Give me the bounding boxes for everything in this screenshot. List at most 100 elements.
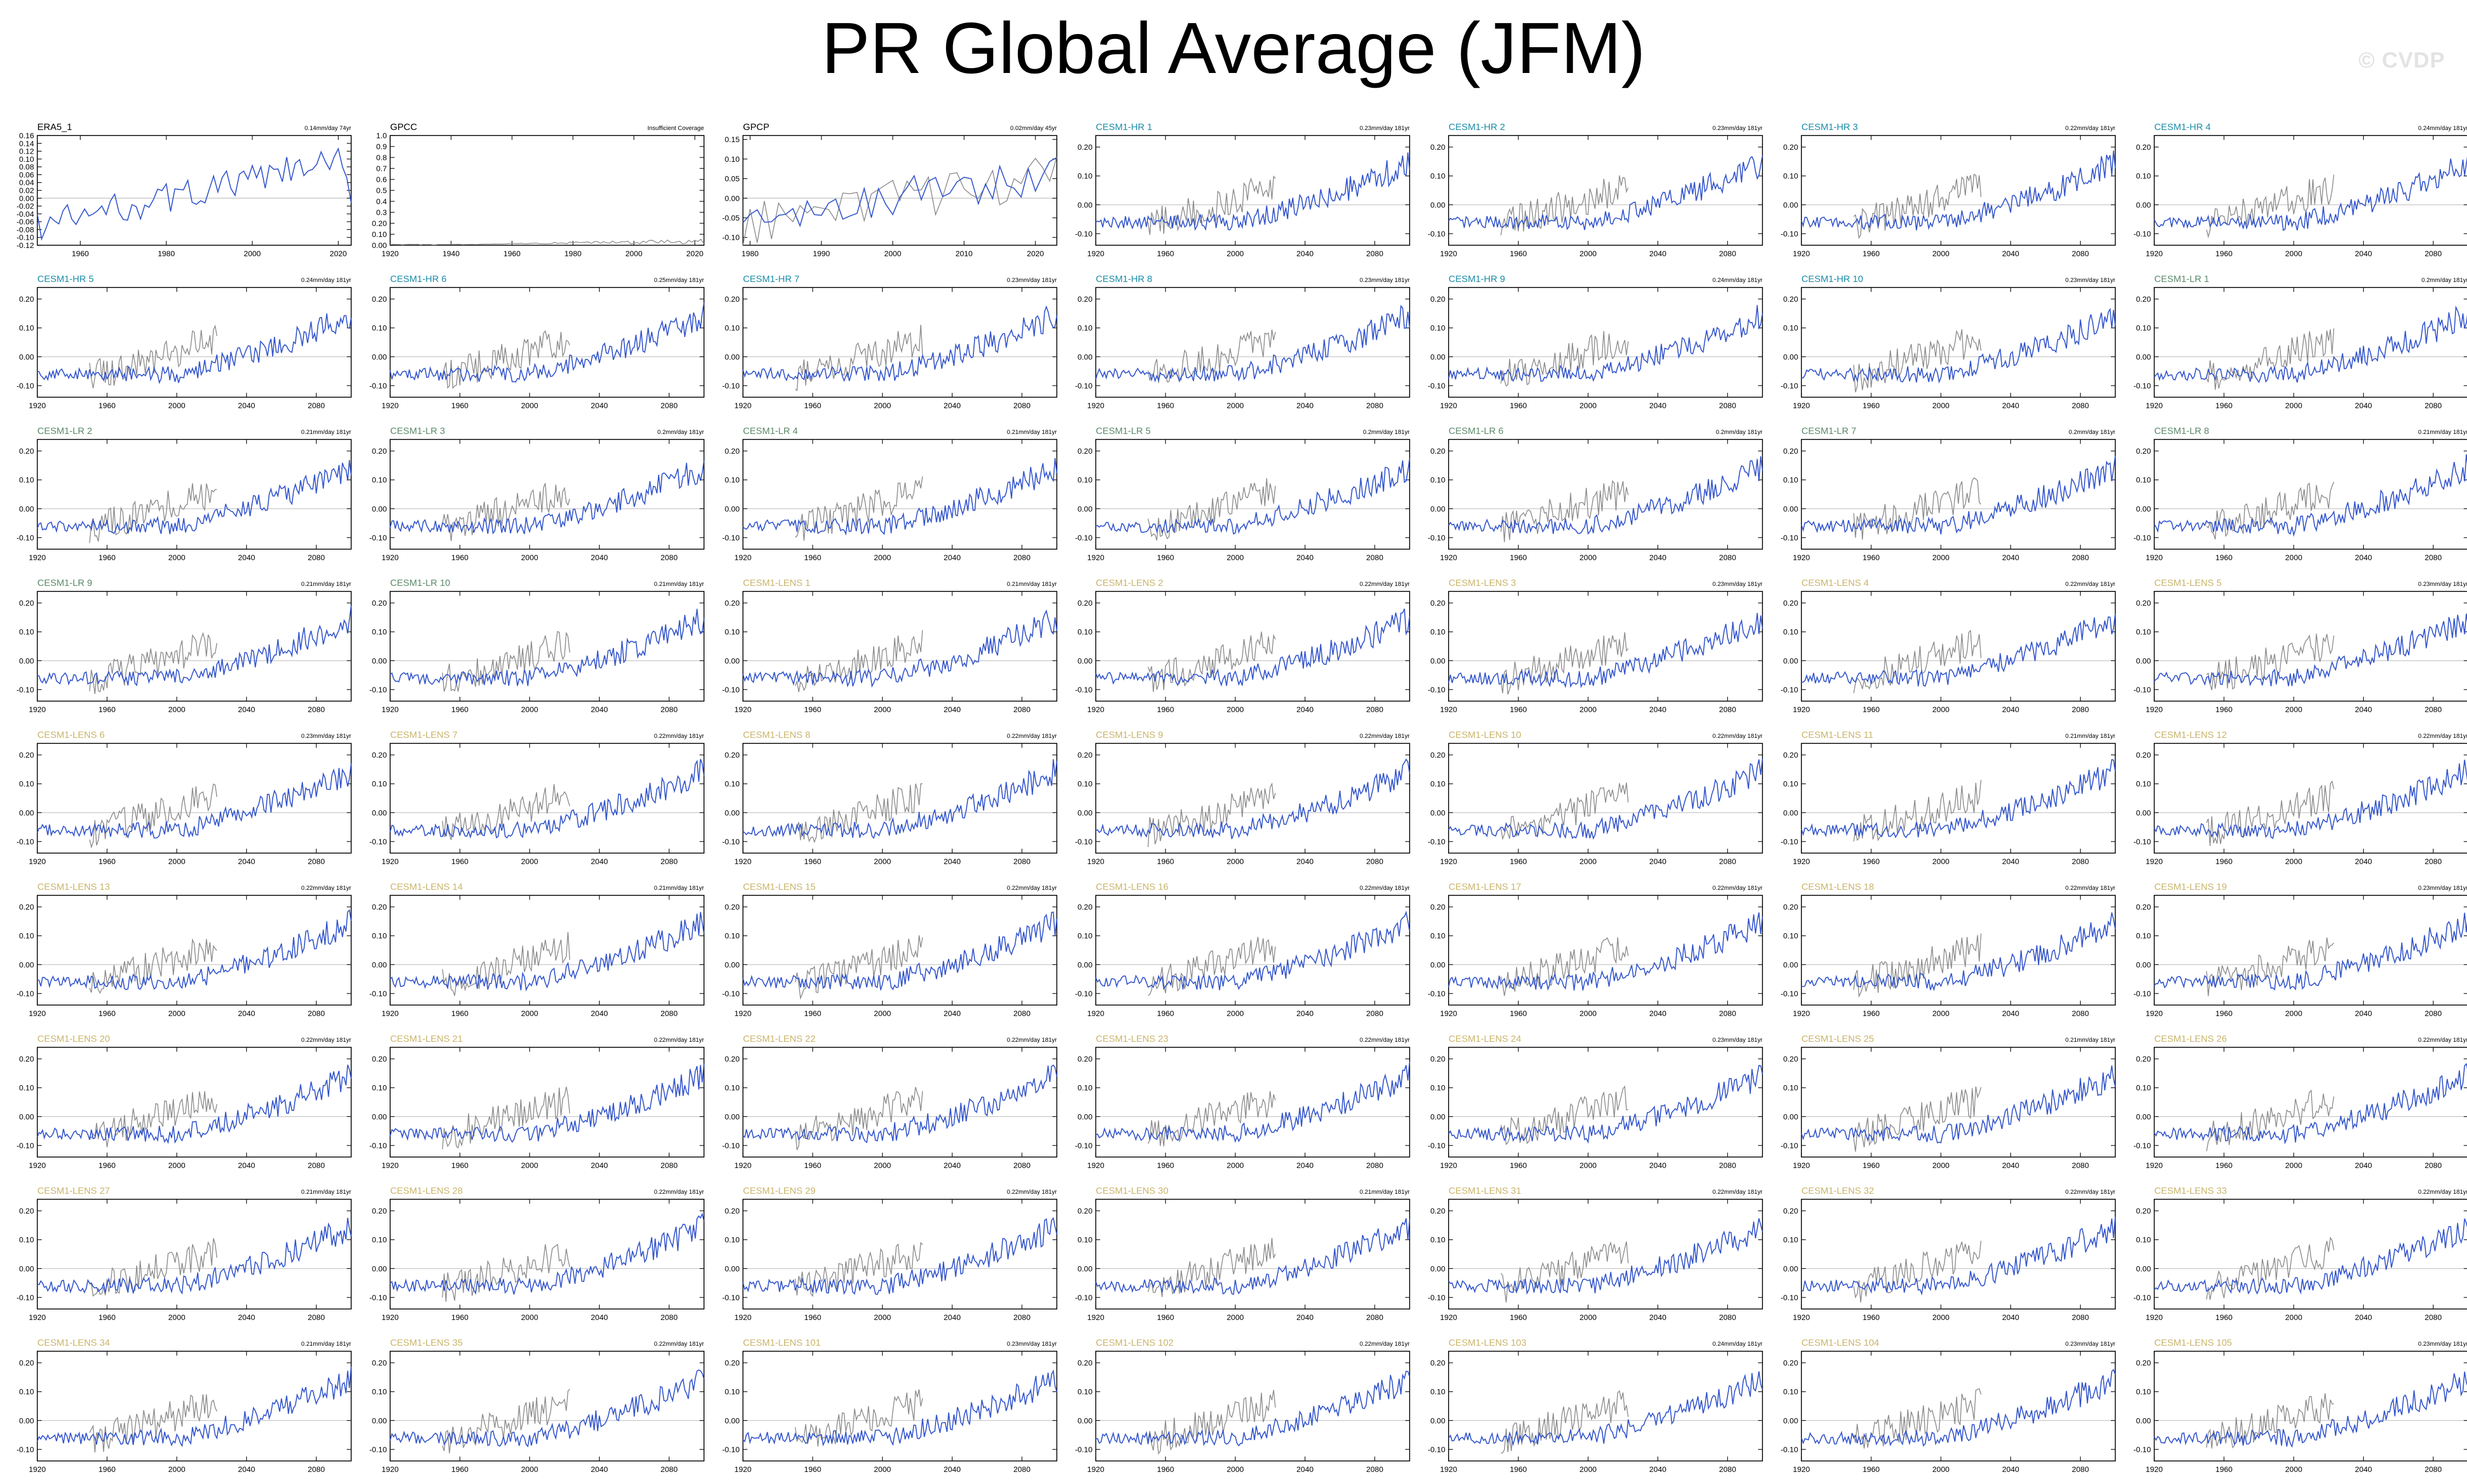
- plot-frame: [2154, 287, 2467, 398]
- x-tick-label: 2000: [874, 401, 891, 410]
- panel-label: ERA5_1: [37, 122, 72, 132]
- series-line-obs-overlay: [89, 483, 217, 543]
- trend-label: 0.23mm/day 181yr: [2065, 277, 2115, 284]
- x-tick-label: 2040: [238, 1313, 255, 1322]
- x-tick-label: 2080: [2072, 553, 2089, 562]
- series-line-obs-overlay: [2206, 780, 2335, 847]
- series-line-model: [2154, 454, 2467, 537]
- series-line-model: [2154, 156, 2467, 232]
- y-tick-label: 0.20: [1430, 295, 1445, 303]
- x-tick-label: 2000: [1227, 1161, 1244, 1170]
- plot-frame: [1448, 591, 1763, 702]
- plot-frame: [2154, 895, 2467, 1006]
- panel-label: CESM1-LENS 104: [1801, 1338, 1879, 1348]
- y-tick-label: 0.00: [372, 1416, 387, 1425]
- trend-label: 0.24mm/day 181yr: [301, 277, 351, 284]
- x-tick-label: 2000: [884, 249, 901, 258]
- x-tick-label: 2040: [591, 553, 608, 562]
- y-tick-label: 0.00: [725, 808, 740, 817]
- x-tick-label: 1960: [2216, 1161, 2233, 1170]
- panel-cesm1-lens-29: CESM1-LENS 29 0.22mm/day 181yr -0.10 0.00 0.…: [722, 1186, 1057, 1322]
- series-line-model: [1801, 1216, 2116, 1296]
- series-line-model: [1801, 613, 2116, 687]
- y-tick-label: 0.00: [725, 1416, 740, 1425]
- x-tick-label: 1920: [1440, 705, 1457, 714]
- series-line-model: [742, 305, 1057, 382]
- y-tick-label: 0.10: [1430, 628, 1445, 636]
- y-tick-label: 0.10: [2136, 1084, 2151, 1092]
- y-tick-label: -0.10: [16, 1445, 34, 1454]
- y-tick-label: 0.06: [19, 170, 34, 179]
- y-tick-label: 0.00: [372, 1112, 387, 1121]
- cvdp-watermark: © CVDP: [2358, 48, 2445, 72]
- panel-label: CESM1-LENS 22: [743, 1034, 815, 1044]
- y-tick-label: 0.00: [1783, 1416, 1798, 1425]
- trend-label: 0.23mm/day 181yr: [1007, 277, 1057, 284]
- plot-frame: [1095, 439, 1410, 550]
- series-line-model: [37, 1217, 352, 1295]
- y-tick-label: -0.10: [722, 989, 740, 998]
- panel-cesm1-lens-1: CESM1-LENS 1 0.21mm/day 181yr -0.10 0.00 0.1…: [722, 578, 1057, 714]
- trend-label: 0.22mm/day 181yr: [1360, 581, 1410, 588]
- x-tick-label: 2080: [1366, 249, 1383, 258]
- y-tick-label: 0.00: [372, 352, 387, 361]
- y-tick-label: 0.00: [372, 808, 387, 817]
- x-tick-label: 2000: [1580, 1313, 1597, 1322]
- panel-cesm1-lens-14: CESM1-LENS 14 0.21mm/day 181yr -0.10 0.00 0.…: [369, 882, 705, 1018]
- x-tick-label: 2080: [1719, 1313, 1736, 1322]
- x-tick-label: 2000: [2285, 553, 2302, 562]
- plot-frame: [2154, 1351, 2467, 1462]
- x-tick-label: 2000: [521, 553, 538, 562]
- x-tick-label: 1920: [1087, 553, 1104, 562]
- panel-cesm1-lens-33: CESM1-LENS 33 0.22mm/day 181yr -0.10 0.00 0.…: [2133, 1186, 2467, 1322]
- y-tick-label: 0.20: [372, 902, 387, 911]
- y-tick-label: 0.20: [372, 447, 387, 455]
- trend-label: 0.23mm/day 181yr: [1713, 581, 1762, 588]
- x-tick-label: 2020: [1027, 249, 1044, 258]
- plot-frame: [1095, 287, 1410, 398]
- x-tick-label: 2080: [2425, 1465, 2442, 1474]
- x-tick-label: 2080: [308, 1313, 325, 1322]
- panel-label: CESM1-LR 3: [390, 426, 445, 436]
- x-tick-label: 1920: [1793, 553, 1810, 562]
- x-tick-label: 2080: [1366, 1161, 1383, 1170]
- panel-cesm1-lens-7: CESM1-LENS 7 0.22mm/day 181yr -0.10 0.00 0.1…: [369, 730, 705, 866]
- y-tick-label: -0.10: [2133, 685, 2151, 694]
- series-line-era5: [37, 147, 352, 241]
- panel-cesm1-lr-9: CESM1-LR 9 0.21mm/day 181yr -0.10 0.00 0.10 0…: [16, 578, 352, 714]
- panel-cesm1-lens-24: CESM1-LENS 24 0.23mm/day 181yr -0.10 0.00 0.…: [1428, 1034, 1763, 1170]
- series-line-obs-overlay: [795, 1242, 923, 1297]
- x-tick-label: 2040: [2355, 857, 2372, 866]
- y-tick-label: 0.10: [1783, 1235, 1798, 1244]
- plot-frame: [37, 287, 352, 398]
- x-tick-label: 2040: [2355, 1009, 2372, 1018]
- panel-label: CESM1-HR 2: [1449, 122, 1505, 132]
- x-tick-label: 1920: [1440, 553, 1457, 562]
- panel-label: CESM1-LENS 19: [2154, 882, 2227, 892]
- series-line-model: [1448, 155, 1763, 230]
- x-tick-label: 1960: [99, 553, 116, 562]
- y-tick-label: 0.00: [1783, 808, 1798, 817]
- plot-frame: [1448, 1351, 1763, 1462]
- y-tick-label: -0.10: [722, 381, 740, 390]
- x-tick-label: 1960: [452, 705, 469, 714]
- y-tick-label: 0.00: [1078, 1416, 1092, 1425]
- series-line-obs-overlay: [2206, 1237, 2335, 1300]
- x-tick-label: 1920: [381, 1465, 398, 1474]
- x-tick-label: 1920: [1440, 857, 1457, 866]
- plot-frame: [1801, 895, 2116, 1006]
- x-tick-label: 2080: [2072, 1313, 2089, 1322]
- trend-label: 0.22mm/day 181yr: [1007, 1189, 1057, 1195]
- x-tick-label: 1960: [1157, 705, 1174, 714]
- panel-gpcp: GPCP 0.02mm/day 45yr -0.10 -0.05 0.00 0.05 0.1…: [722, 122, 1057, 258]
- panel-cesm1-hr-7: CESM1-HR 7 0.23mm/day 181yr -0.10 0.00 0.10 0…: [722, 274, 1057, 410]
- y-tick-label: 0.10: [19, 324, 34, 332]
- y-tick-label: 0.20: [1078, 295, 1092, 303]
- x-tick-label: 2000: [168, 1009, 185, 1018]
- panel-label: CESM1-LR 2: [37, 426, 92, 436]
- x-tick-label: 2080: [1719, 249, 1736, 258]
- x-tick-label: 2000: [874, 1465, 891, 1474]
- panel-cesm1-lens-3: CESM1-LENS 3 0.23mm/day 181yr -0.10 0.00 0.1…: [1428, 578, 1763, 714]
- y-tick-label: 0.10: [725, 1084, 740, 1092]
- plot-frame: [1801, 743, 2116, 854]
